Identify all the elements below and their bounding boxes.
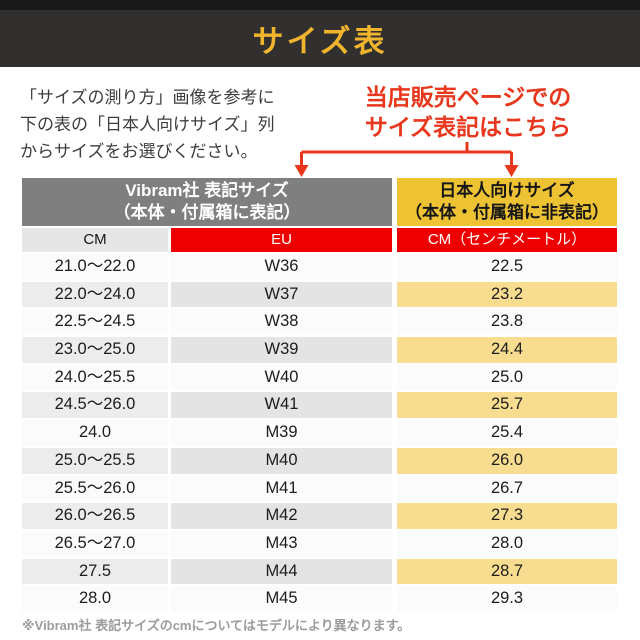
table-column-header-row: CM EU CM（センチメートル）: [22, 228, 617, 252]
intro-text: 「サイズの測り方」画像を参考に 下の表の「日本人向けサイズ」列 からサイズをお選…: [20, 84, 275, 165]
cm-range-cell: 22.5～24.5: [22, 309, 168, 336]
table-body: 21.0～22.0 W36 22.5 22.0～24.0 W37 23.2 22.5～24.…: [22, 254, 617, 612]
jp-size-cell: 25.7: [397, 392, 617, 419]
cm-range-cell: 26.5～27.0: [22, 530, 168, 557]
table-row: 22.5～24.5 W38 23.8: [22, 309, 617, 336]
japanese-size-header: 日本人向けサイズ （本体・付属箱に非表記）: [397, 178, 617, 226]
table-row: 23.0～25.0 W39 24.4: [22, 337, 617, 363]
jp-size-cell: 23.8: [397, 309, 617, 336]
eu-size-cell: W37: [171, 281, 392, 308]
eu-size-cell: M43: [171, 530, 392, 557]
cm-range-cell: 25.0～25.5: [22, 447, 168, 474]
store-size-callout: 当店販売ページでの サイズ表記はこちら: [348, 82, 588, 142]
intro-line: 下の表の「日本人向けサイズ」列: [20, 115, 275, 134]
jp-size-cell: 24.4: [397, 337, 617, 363]
jp-size-cell: 28.0: [397, 530, 617, 557]
table-row: 22.0～24.0 W37 23.2: [22, 281, 617, 308]
eu-size-cell: M44: [171, 558, 392, 585]
footnote: ※Vibram社 表記サイズのcmについてはモデルにより異なります。: [22, 618, 411, 633]
eu-size-cell: M45: [171, 586, 392, 612]
eu-size-cell: W36: [171, 254, 392, 280]
callout-line: 当店販売ページでの: [364, 84, 572, 110]
callout-line: サイズ表記はこちら: [364, 114, 572, 140]
table-row: 28.0 M45 29.3: [22, 586, 617, 612]
vibram-size-header-line: Vibram社 表記サイズ: [125, 181, 289, 200]
table-row: 27.5 M44 28.7: [22, 558, 617, 585]
table-row: 26.5～27.0 M43 28.0: [22, 530, 617, 557]
cm-range-cell: 23.0～25.0: [22, 337, 168, 363]
cm-range-cell: 24.0: [22, 420, 168, 446]
table-row: 21.0～22.0 W36 22.5: [22, 254, 617, 280]
eu-size-cell: M42: [171, 503, 392, 529]
table-row: 24.5～26.0 W41 25.7: [22, 392, 617, 419]
vibram-size-header: Vibram社 表記サイズ （本体・付属箱に表記）: [22, 178, 392, 226]
eu-size-cell: W39: [171, 337, 392, 363]
eu-size-cell: M40: [171, 447, 392, 474]
cm-range-cell: 28.0: [22, 586, 168, 612]
table-row: 25.0～25.5 M40 26.0: [22, 447, 617, 474]
jp-size-cell: 23.2: [397, 281, 617, 308]
vibram-size-header-line: （本体・付属箱に表記）: [113, 203, 301, 222]
intro-line: 「サイズの測り方」画像を参考に: [20, 88, 275, 107]
eu-column-header: EU: [171, 228, 392, 252]
eu-size-cell: W40: [171, 364, 392, 391]
eu-size-cell: W38: [171, 309, 392, 336]
table-group-header-row: Vibram社 表記サイズ （本体・付属箱に表記） 日本人向けサイズ （本体・付…: [22, 178, 617, 226]
top-black-strip: [0, 0, 640, 10]
table-row: 24.0～25.5 W40 25.0: [22, 364, 617, 391]
jp-size-cell: 26.7: [397, 475, 617, 502]
japanese-size-header-line: 日本人向けサイズ: [439, 181, 575, 200]
cm-range-cell: 24.0～25.5: [22, 364, 168, 391]
cm-range-cell: 21.0～22.0: [22, 254, 168, 280]
japanese-size-header-line: （本体・付属箱に非表記）: [405, 203, 609, 222]
pointer-arrows-icon: [294, 142, 519, 177]
jp-size-cell: 25.4: [397, 420, 617, 446]
down-arrow-icon: [504, 165, 519, 177]
cm-range-cell: 22.0～24.0: [22, 281, 168, 308]
size-table: Vibram社 表記サイズ （本体・付属箱に表記） 日本人向けサイズ （本体・付…: [22, 178, 617, 614]
jp-size-cell: 25.0: [397, 364, 617, 391]
title-band: サイズ表: [0, 10, 640, 67]
eu-size-cell: M39: [171, 420, 392, 446]
page-title: サイズ表: [252, 24, 388, 59]
cm-range-cell: 25.5～26.0: [22, 475, 168, 502]
cm-range-cell: 24.5～26.0: [22, 392, 168, 419]
table-row: 24.0 M39 25.4: [22, 420, 617, 446]
jp-size-cell: 22.5: [397, 254, 617, 280]
jp-size-cell: 28.7: [397, 558, 617, 585]
jp-size-cell: 29.3: [397, 586, 617, 612]
table-row: 26.0～26.5 M42 27.3: [22, 503, 617, 529]
cm-range-cell: 27.5: [22, 558, 168, 585]
jp-size-cell: 26.0: [397, 447, 617, 474]
intro-line: からサイズをお選びください。: [20, 142, 258, 161]
cm-column-header: CM: [22, 228, 168, 252]
jp-size-cell: 27.3: [397, 503, 617, 529]
eu-size-cell: W41: [171, 392, 392, 419]
eu-size-cell: M41: [171, 475, 392, 502]
table-row: 25.5～26.0 M41 26.7: [22, 475, 617, 502]
jp-cm-column-header: CM（センチメートル）: [397, 228, 617, 252]
cm-range-cell: 26.0～26.5: [22, 503, 168, 529]
down-arrow-icon: [294, 165, 309, 177]
